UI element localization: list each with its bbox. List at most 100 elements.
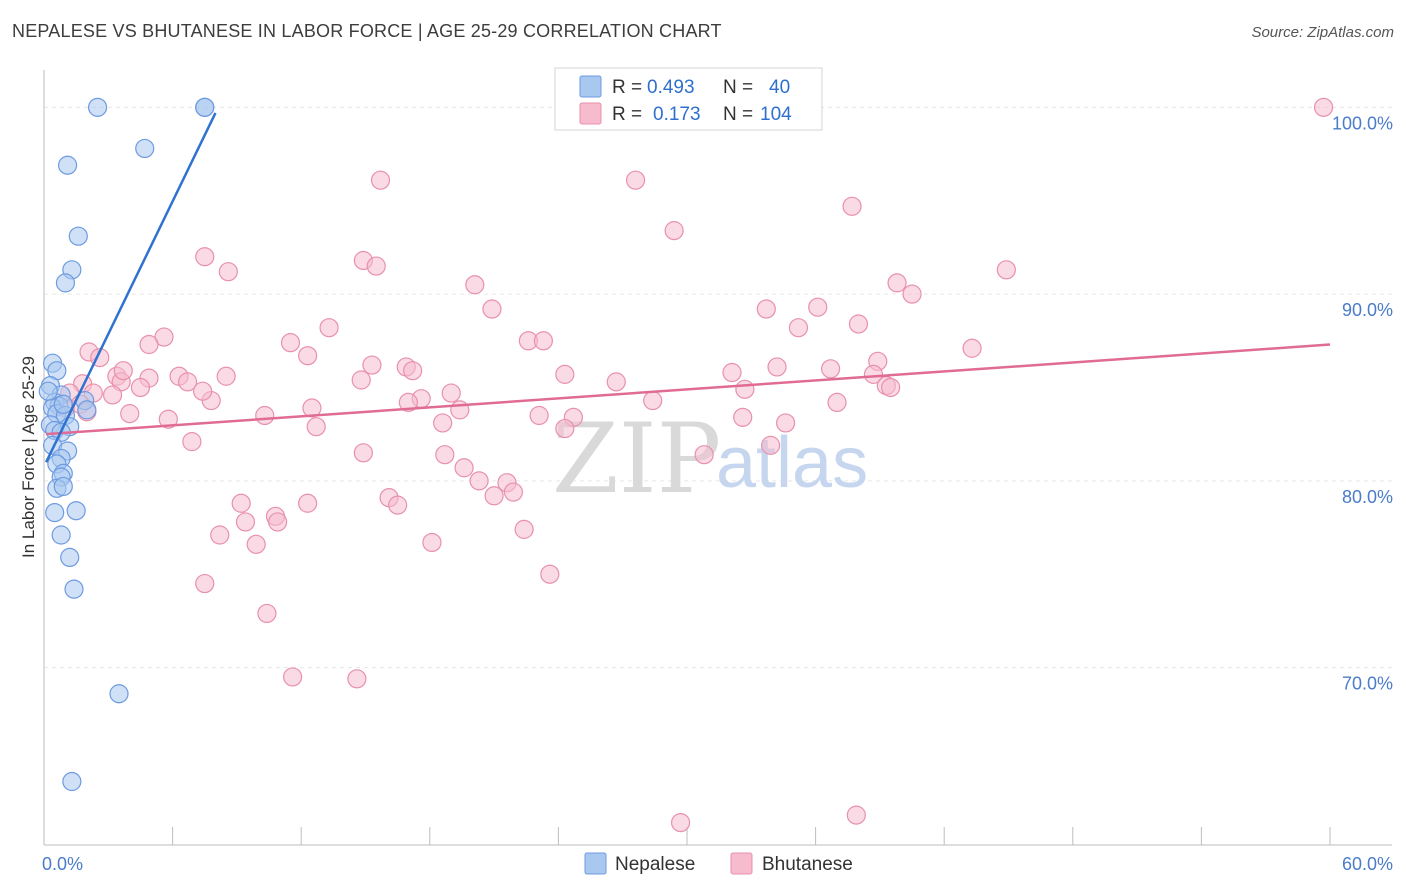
nepalese-point	[68, 226, 88, 246]
bhutanese-swatch	[579, 102, 602, 125]
bhutanese-point	[625, 170, 646, 190]
bhutanese-point	[555, 418, 575, 439]
bhutanese-point	[842, 196, 862, 216]
bhutanese-point	[454, 458, 474, 478]
bhutanese-trend-line	[46, 343, 1331, 436]
nepalese-point	[57, 155, 78, 175]
bhutanese-point	[231, 493, 251, 513]
bhutanese-point	[362, 355, 382, 375]
bhutanese-point	[298, 346, 318, 366]
bhutanese-point	[195, 573, 215, 594]
bhutanese-point	[435, 445, 455, 465]
bhutanese-point	[808, 297, 828, 317]
bhutanese-point	[255, 405, 275, 426]
series-legend: Nepalese Bhutanese	[584, 852, 853, 875]
bhutanese-point	[182, 432, 202, 452]
y-tick-label: 70.0%	[1342, 674, 1393, 694]
bhutanese-point	[846, 805, 866, 825]
legend-nepalese-swatch	[584, 852, 607, 875]
y-tick-label: 100.0%	[1332, 113, 1393, 133]
stats-legend: R = 0.493 N = 40 R = 0.173 N = 104	[554, 67, 823, 131]
nepalese-points	[38, 97, 215, 792]
bhutanese-point	[268, 512, 288, 532]
bhutanese-point	[398, 392, 418, 413]
nepalese-point	[64, 579, 84, 599]
y-axis-label: In Labor Force | Age 25-29	[19, 356, 38, 558]
bhutanese-point	[643, 390, 663, 411]
nepalese-point	[195, 97, 215, 117]
bhutanese-point	[158, 409, 178, 429]
nepalese-r-label: R =	[612, 77, 642, 98]
legend-nepalese-label: Nepalese	[615, 854, 695, 875]
nepalese-point	[77, 400, 97, 420]
watermark: ZIP atlas	[552, 403, 868, 515]
bhutanese-point	[353, 443, 373, 463]
x-tick-label-min: 0.0%	[42, 854, 83, 874]
y-tick-label: 80.0%	[1342, 487, 1393, 507]
bhutanese-point	[694, 445, 714, 465]
legend-bhutanese-label: Bhutanese	[762, 854, 853, 875]
nepalese-point	[66, 501, 86, 521]
nepalese-point	[53, 476, 73, 497]
bhutanese-point	[484, 486, 504, 506]
bhutanese-point	[195, 247, 215, 267]
bhutanese-point	[902, 284, 922, 304]
nepalese-point	[51, 525, 71, 545]
bhutanese-point	[529, 405, 549, 426]
nepalese-r-value: 0.493	[647, 77, 695, 98]
bhutanese-r-value: 0.173	[653, 104, 701, 125]
nepalese-point	[135, 138, 155, 159]
bhutanese-point	[302, 398, 322, 418]
bhutanese-point	[722, 362, 742, 383]
bhutanese-point	[670, 812, 691, 833]
nepalese-point	[55, 273, 76, 293]
bhutanese-point	[533, 331, 553, 351]
bhutanese-point	[788, 318, 809, 338]
bhutanese-point	[218, 262, 238, 282]
bhutanese-point	[178, 372, 198, 392]
bhutanese-point	[962, 338, 982, 358]
nepalese-n-label: N =	[723, 77, 753, 98]
bhutanese-n-label: N =	[723, 104, 753, 125]
bhutanese-point	[257, 603, 277, 624]
bhutanese-point	[540, 564, 560, 584]
bhutanese-point	[403, 361, 423, 381]
bhutanese-point	[664, 221, 684, 241]
bhutanese-point	[120, 404, 140, 424]
bhutanese-point	[503, 482, 523, 502]
bhutanese-point	[735, 379, 755, 399]
bhutanese-point	[298, 493, 318, 513]
bhutanese-point	[351, 370, 371, 390]
chart-title: NEPALESE VS BHUTANESE IN LABOR FORCE | A…	[12, 21, 722, 41]
bhutanese-point	[775, 413, 796, 433]
bhutanese-point	[756, 299, 776, 319]
bhutanese-point	[450, 400, 470, 420]
bhutanese-point	[210, 525, 230, 545]
bhutanese-point	[996, 260, 1016, 280]
bhutanese-point	[733, 407, 753, 427]
bhutanese-point	[767, 357, 787, 377]
y-tick-label: 90.0%	[1342, 300, 1393, 320]
bhutanese-point	[102, 385, 123, 405]
bhutanese-point	[306, 417, 326, 437]
bhutanese-point	[760, 435, 781, 455]
bhutanese-point	[469, 471, 489, 491]
bhutanese-point	[887, 273, 907, 293]
bhutanese-point	[193, 381, 213, 401]
bhutanese-point	[235, 512, 256, 532]
bhutanese-point	[422, 532, 442, 553]
bhutanese-point	[319, 318, 339, 338]
nepalese-point	[53, 394, 73, 414]
bhutanese-point	[827, 392, 847, 413]
source-label: Source: ZipAtlas.com	[1251, 24, 1394, 41]
bhutanese-point	[388, 495, 408, 515]
bhutanese-point	[465, 275, 485, 295]
bhutanese-point	[482, 299, 502, 319]
bhutanese-point	[433, 413, 453, 433]
bhutanese-point	[863, 364, 884, 384]
bhutanese-points	[55, 97, 1334, 833]
watermark-atlas: atlas	[716, 423, 868, 503]
bhutanese-point	[555, 364, 575, 384]
legend-bhutanese-swatch	[730, 852, 753, 875]
